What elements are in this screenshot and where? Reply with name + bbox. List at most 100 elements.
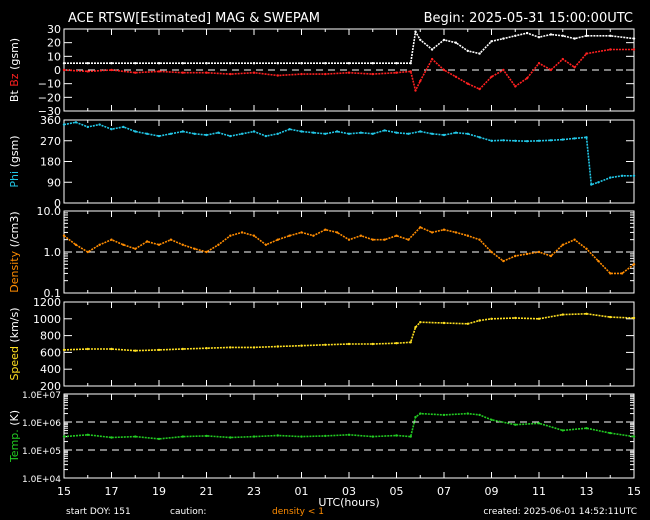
data-point-bz (409, 70, 412, 73)
data-point-speed (632, 316, 636, 320)
data-point-temp (371, 435, 374, 438)
data-point-bz (514, 85, 517, 88)
y-axis-label-mag: Bt Bz (gsm) (8, 38, 21, 102)
data-point-phi (573, 137, 576, 140)
data-point-speed (110, 347, 113, 351)
panels-group: 15 17 19 21 23 01 03 05 07 09 11 13 153020100−10−20−… (8, 23, 641, 498)
data-point-density (169, 238, 173, 241)
series-line-bz (63, 48, 634, 92)
data-point-bz (442, 68, 446, 72)
data-point-density (229, 234, 232, 237)
y-tick-label: 1.0E+06 (22, 419, 61, 429)
data-point-speed (414, 326, 417, 329)
data-point-speed (490, 317, 493, 320)
data-point-temp (514, 423, 517, 426)
chart-title: ACE RTSW[Estimated] MAG & SWEPAM (68, 11, 320, 26)
x-tick-label: 09 (485, 485, 499, 498)
x-tick-label: 23 (247, 485, 261, 498)
data-point-speed (585, 312, 588, 315)
y-tick-label: 30 (47, 23, 61, 36)
data-point-phi (193, 132, 196, 135)
data-point-density (407, 238, 410, 241)
data-point-density (371, 238, 374, 241)
data-point-bt (62, 62, 66, 65)
data-point-speed (537, 317, 541, 320)
panel-speed: 1200 1000 800 600 400 200 Speed (km/s) (8, 296, 636, 393)
data-point-phi (145, 132, 149, 135)
data-point-temp (478, 413, 481, 417)
data-point-bt (490, 40, 493, 43)
y-tick-label: 0 (54, 197, 61, 210)
data-point-density (537, 250, 541, 254)
data-point-density (419, 226, 422, 229)
data-point-phi (419, 130, 422, 133)
density-caution-note: density < 1 (272, 507, 324, 517)
data-point-density (620, 272, 624, 275)
data-point-speed (252, 346, 256, 349)
data-point-bz (205, 71, 208, 74)
data-point-temp (347, 433, 351, 436)
data-point-density (514, 254, 517, 258)
data-point-bz (395, 71, 398, 74)
y-tick-label: 1.0E+05 (22, 447, 61, 457)
data-point-phi (383, 129, 386, 132)
data-point-phi (466, 132, 469, 135)
data-point-bt (134, 62, 137, 65)
data-point-phi (181, 130, 184, 133)
data-point-speed (609, 315, 612, 319)
data-point-temp (157, 437, 161, 441)
data-point-density (430, 231, 434, 234)
data-point-density (549, 254, 553, 258)
data-point-density (573, 238, 576, 241)
data-point-speed (276, 345, 279, 348)
y-tick-label: 0.1 (44, 287, 62, 300)
x-tick-label: 19 (152, 485, 166, 498)
data-point-speed (371, 342, 374, 346)
data-point-speed (324, 343, 327, 346)
y-axis-label-part: Speed (8, 346, 21, 380)
data-point-bt (414, 30, 417, 33)
data-point-phi (632, 174, 636, 177)
data-point-phi (609, 176, 612, 179)
data-point-density (134, 247, 137, 250)
data-point-speed (442, 321, 446, 325)
y-tick-label: 1.0E+07 (22, 391, 61, 401)
data-point-bz (609, 48, 612, 51)
data-point-bz (573, 66, 576, 69)
data-point-speed (62, 348, 66, 352)
y-axis-label-part: Bt (8, 90, 21, 103)
x-tick-label: 03 (342, 485, 356, 498)
data-point-bt (466, 49, 469, 53)
data-point-bt (86, 62, 90, 65)
data-point-speed (157, 348, 161, 352)
data-point-temp (466, 412, 469, 415)
data-point-phi (502, 139, 505, 142)
data-point-bz (324, 72, 327, 76)
data-point-phi (240, 132, 244, 135)
x-tick-label: 07 (437, 485, 451, 498)
data-point-density (240, 231, 244, 234)
data-point-bt (300, 62, 303, 65)
data-point-bz (466, 82, 469, 85)
data-point-bz (347, 71, 351, 74)
data-point-density (335, 231, 339, 234)
data-point-density (525, 252, 529, 256)
data-point-bt (632, 37, 636, 40)
x-tick-label: 21 (200, 485, 214, 498)
data-point-bz (525, 77, 529, 80)
panel-density: 10.0 1.0 0.1 Density (/cm3) (8, 205, 636, 300)
data-point-bt (371, 62, 374, 65)
data-point-density (157, 243, 161, 246)
data-point-speed (561, 313, 564, 316)
data-point-phi (98, 123, 101, 126)
data-point-phi (442, 133, 446, 137)
y-axis-label-phi: Phi (gsm) (8, 135, 21, 187)
y-tick-label: 1.0E+04 (22, 475, 61, 485)
data-point-bz (134, 71, 137, 74)
data-point-phi (407, 132, 410, 135)
data-point-phi (549, 139, 553, 142)
data-point-density (252, 234, 256, 237)
data-point-phi (74, 121, 78, 124)
data-point-bt (442, 38, 446, 42)
